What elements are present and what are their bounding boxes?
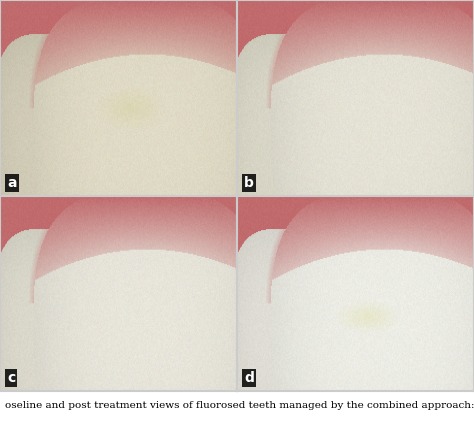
Text: d: d <box>244 371 254 385</box>
Text: a: a <box>7 176 17 190</box>
Text: c: c <box>7 371 15 385</box>
Text: oseline and post treatment views of fluorosed teeth managed by the combined appr: oseline and post treatment views of fluo… <box>5 401 474 410</box>
Text: b: b <box>244 176 254 190</box>
